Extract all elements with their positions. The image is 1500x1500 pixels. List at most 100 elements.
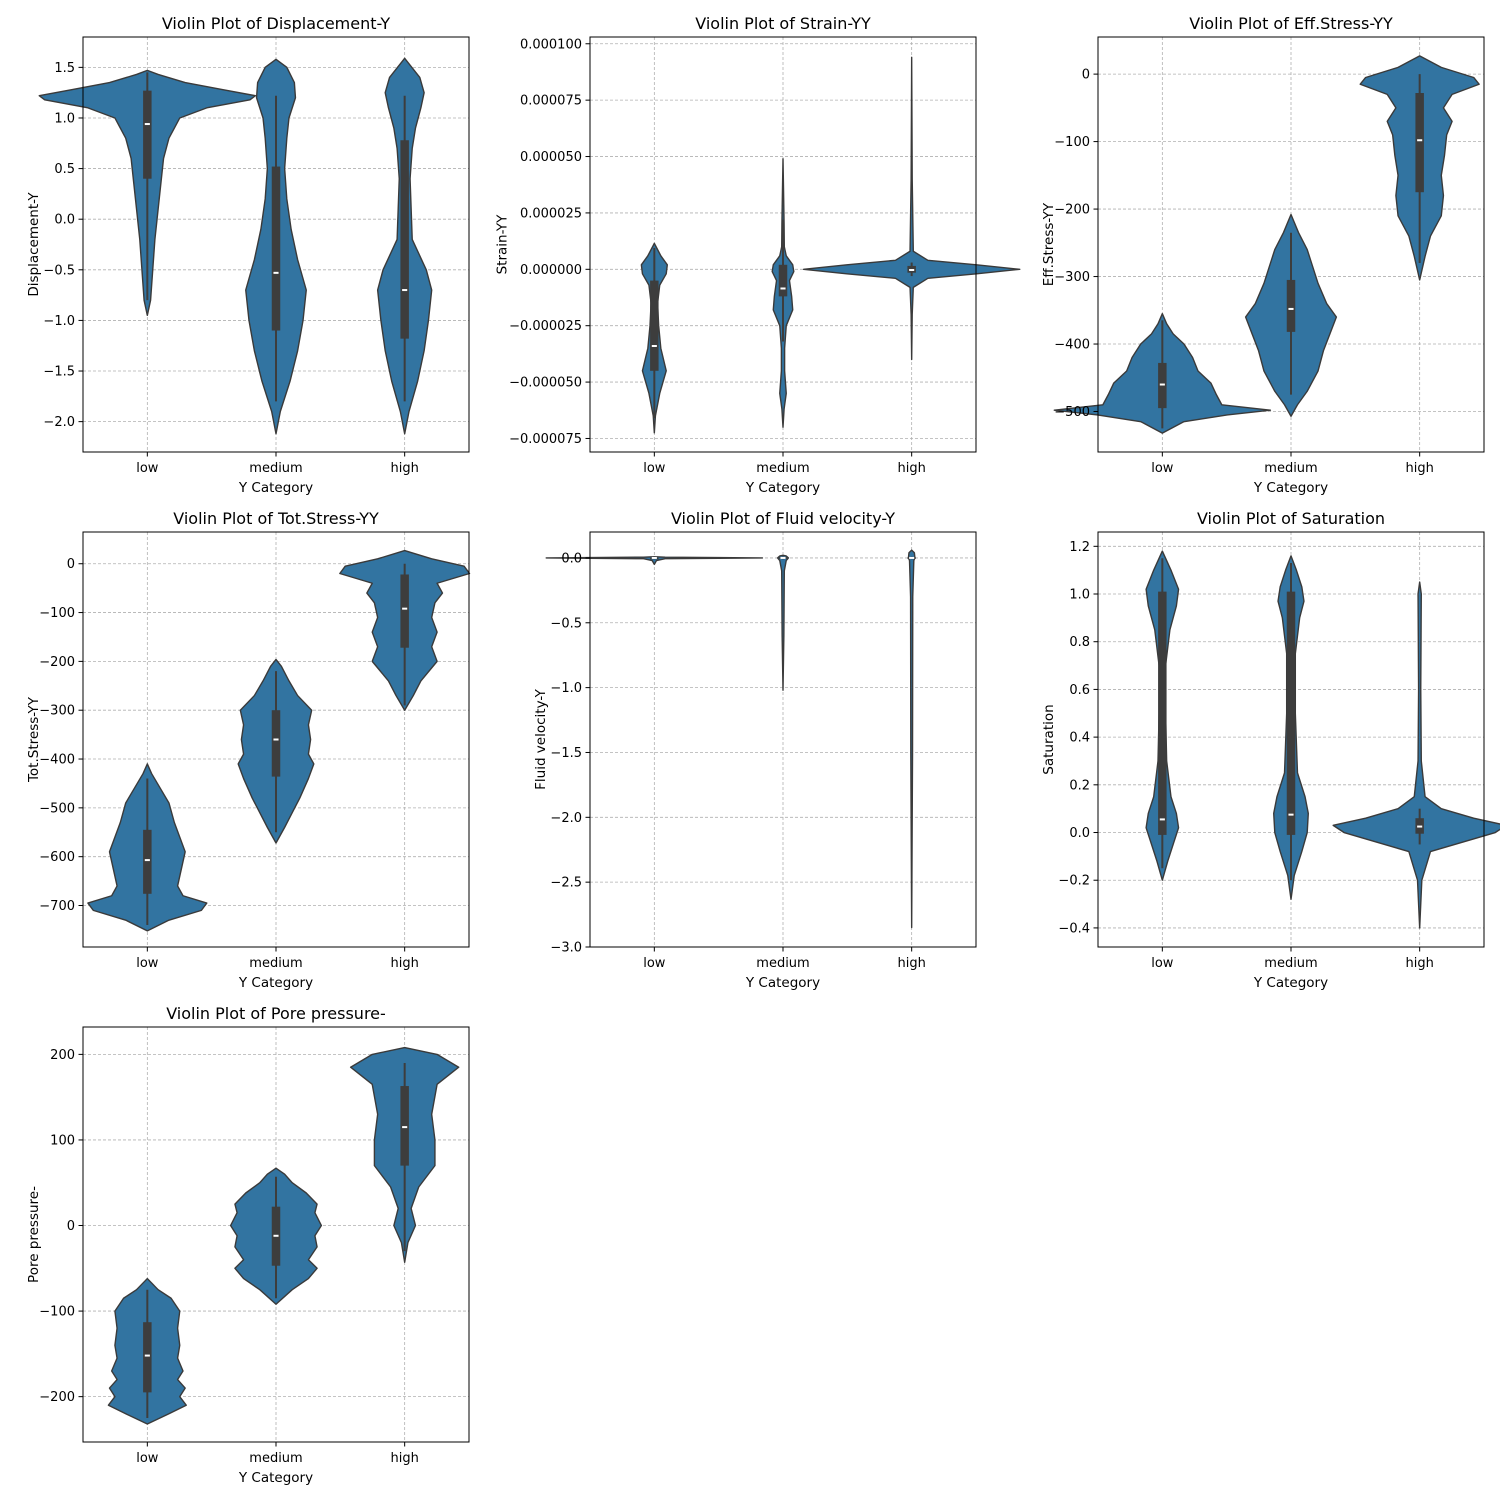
y-tick-label: 0.0 xyxy=(561,551,582,566)
y-tick-label: −500 xyxy=(1054,405,1090,420)
y-tick-label: −1.0 xyxy=(43,314,75,329)
x-tick-label: high xyxy=(390,1451,418,1466)
y-tick-label: −400 xyxy=(1054,338,1090,353)
x-tick-label: high xyxy=(1405,956,1433,971)
y-tick-label: 100 xyxy=(50,1133,75,1148)
x-axis-label: Y Category xyxy=(238,975,313,991)
x-tick-label: high xyxy=(390,956,418,971)
x-tick-label: medium xyxy=(249,1451,302,1466)
y-tick-label: −3.0 xyxy=(550,941,582,956)
y-tick-label: 0.000100 xyxy=(520,37,582,52)
x-tick-label: high xyxy=(390,461,418,476)
chart-title: Violin Plot of Displacement-Y xyxy=(162,14,391,33)
x-axis-label: Y Category xyxy=(745,975,820,991)
y-tick-label: −1.5 xyxy=(43,365,75,380)
violin-subplot-fluid-velocity-y: −3.0 −2.5 −2.0 −1.5 −1.0 −0.5 0.0 low medium high… xyxy=(533,509,977,991)
chart-title: Violin Plot of Fluid velocity-Y xyxy=(671,509,895,528)
y-tick-label: 0.000075 xyxy=(520,94,582,109)
y-tick-label: 0.2 xyxy=(1069,778,1090,793)
y-tick-label: −0.5 xyxy=(43,263,75,278)
x-tick-label: medium xyxy=(756,956,809,971)
violin-iqr-box-low xyxy=(143,90,152,179)
y-axis-label: Strain-YY xyxy=(495,214,511,275)
violin-iqr-box-high xyxy=(400,140,409,339)
x-axis-label: Y Category xyxy=(745,480,820,496)
violin-subplot-strain-yy: −0.000075 −0.000050 −0.000025 0.000000 0.000… xyxy=(495,14,1021,496)
y-tick-label: −0.000075 xyxy=(509,432,582,447)
x-tick-label: medium xyxy=(756,461,809,476)
y-tick-label: −700 xyxy=(39,899,75,914)
violin-iqr-box-low xyxy=(143,1322,152,1393)
y-axis-label: Displacement-Y xyxy=(26,192,42,297)
x-tick-label: low xyxy=(643,461,666,476)
y-tick-label: −600 xyxy=(39,850,75,865)
y-tick-label: −2.0 xyxy=(43,415,75,430)
violin-body-medium xyxy=(776,554,790,691)
y-tick-label: −0.000050 xyxy=(509,376,582,391)
violin-body-low xyxy=(545,555,764,566)
x-tick-label: high xyxy=(1405,461,1433,476)
y-tick-label: 0.4 xyxy=(1069,731,1090,746)
x-tick-label: low xyxy=(136,1451,159,1466)
y-tick-label: 0 xyxy=(67,1219,75,1234)
chart-title: Violin Plot of Eff.Stress-YY xyxy=(1189,14,1393,33)
violin-body-high xyxy=(802,56,1021,361)
y-tick-label: 0.5 xyxy=(54,162,75,177)
y-tick-label: 0.000000 xyxy=(520,263,582,278)
violin-iqr-box-medium xyxy=(271,166,281,331)
y-tick-label: −200 xyxy=(1054,203,1090,218)
y-tick-label: 0.000050 xyxy=(520,150,582,165)
violin-iqr-box-medium xyxy=(778,264,788,297)
y-tick-label: −300 xyxy=(39,704,75,719)
y-tick-label: −500 xyxy=(39,801,75,816)
y-tick-label: 0.8 xyxy=(1069,635,1090,650)
y-tick-label: −2.0 xyxy=(550,811,582,826)
violin-subplot-displacement-y: −2.0 −1.5 −1.0 −0.5 0.0 0.5 1.0 1.5 low medium hig… xyxy=(26,14,470,496)
chart-title: Violin Plot of Pore pressure- xyxy=(166,1004,386,1023)
y-tick-label: −400 xyxy=(39,753,75,768)
x-tick-label: medium xyxy=(249,461,302,476)
x-tick-label: medium xyxy=(1264,956,1317,971)
y-axis-label: Tot.Stress-YY xyxy=(26,696,42,783)
y-tick-label: 0.6 xyxy=(1069,683,1090,698)
x-tick-label: medium xyxy=(1264,461,1317,476)
y-tick-label: 200 xyxy=(50,1048,75,1063)
y-tick-label: 0.000025 xyxy=(520,206,582,221)
y-tick-label: 1.0 xyxy=(1069,588,1090,603)
y-tick-label: −0.2 xyxy=(1058,874,1090,889)
violin-subplot-eff-stress-yy: −500 −400 −300 −200 −100 0 low medium high Violin… xyxy=(1041,14,1485,496)
y-tick-label: −300 xyxy=(1054,270,1090,285)
y-axis-label: Pore pressure- xyxy=(26,1186,42,1283)
x-tick-label: low xyxy=(1151,956,1174,971)
y-tick-label: 0 xyxy=(1082,68,1090,83)
y-tick-label: −1.0 xyxy=(550,681,582,696)
x-axis-label: Y Category xyxy=(238,480,313,496)
chart-title: Violin Plot of Tot.Stress-YY xyxy=(173,509,379,528)
violin-subplot-saturation: −0.4 −0.2 0.0 0.2 0.4 0.6 0.8 1.0 1.2 low medium hi… xyxy=(1041,509,1500,991)
y-tick-label: 0 xyxy=(67,557,75,572)
y-tick-label: −0.5 xyxy=(550,616,582,631)
y-tick-label: −2.5 xyxy=(550,876,582,891)
y-tick-label: −100 xyxy=(1054,135,1090,150)
violin-iqr-box-low xyxy=(650,280,659,371)
x-axis-label: Y Category xyxy=(1253,480,1328,496)
x-tick-label: low xyxy=(643,956,666,971)
violin-body-high xyxy=(1332,581,1500,929)
y-tick-label: −0.4 xyxy=(1058,921,1090,936)
y-tick-label: 0.0 xyxy=(1069,826,1090,841)
violin-body-high xyxy=(907,549,916,929)
violin-subplot-pore-pressure: −200 −100 0 100 200 low medium high Violin Plot … xyxy=(26,1004,470,1486)
violin-iqr-box-low xyxy=(143,829,152,894)
violin-iqr-box-medium xyxy=(1286,591,1296,835)
x-tick-label: low xyxy=(1151,461,1174,476)
x-tick-label: medium xyxy=(249,956,302,971)
violin-iqr-box-medium xyxy=(1286,279,1296,332)
y-tick-label: −0.000025 xyxy=(509,319,582,334)
violin-subplot-tot-stress-yy: −700 −600 −500 −400 −300 −200 −100 0 low medium hi… xyxy=(26,509,471,991)
y-axis-label: Saturation xyxy=(1041,704,1057,774)
y-tick-label: −100 xyxy=(39,606,75,621)
x-tick-label: high xyxy=(897,956,925,971)
x-axis-label: Y Category xyxy=(238,1470,313,1486)
y-tick-label: 1.0 xyxy=(54,111,75,126)
